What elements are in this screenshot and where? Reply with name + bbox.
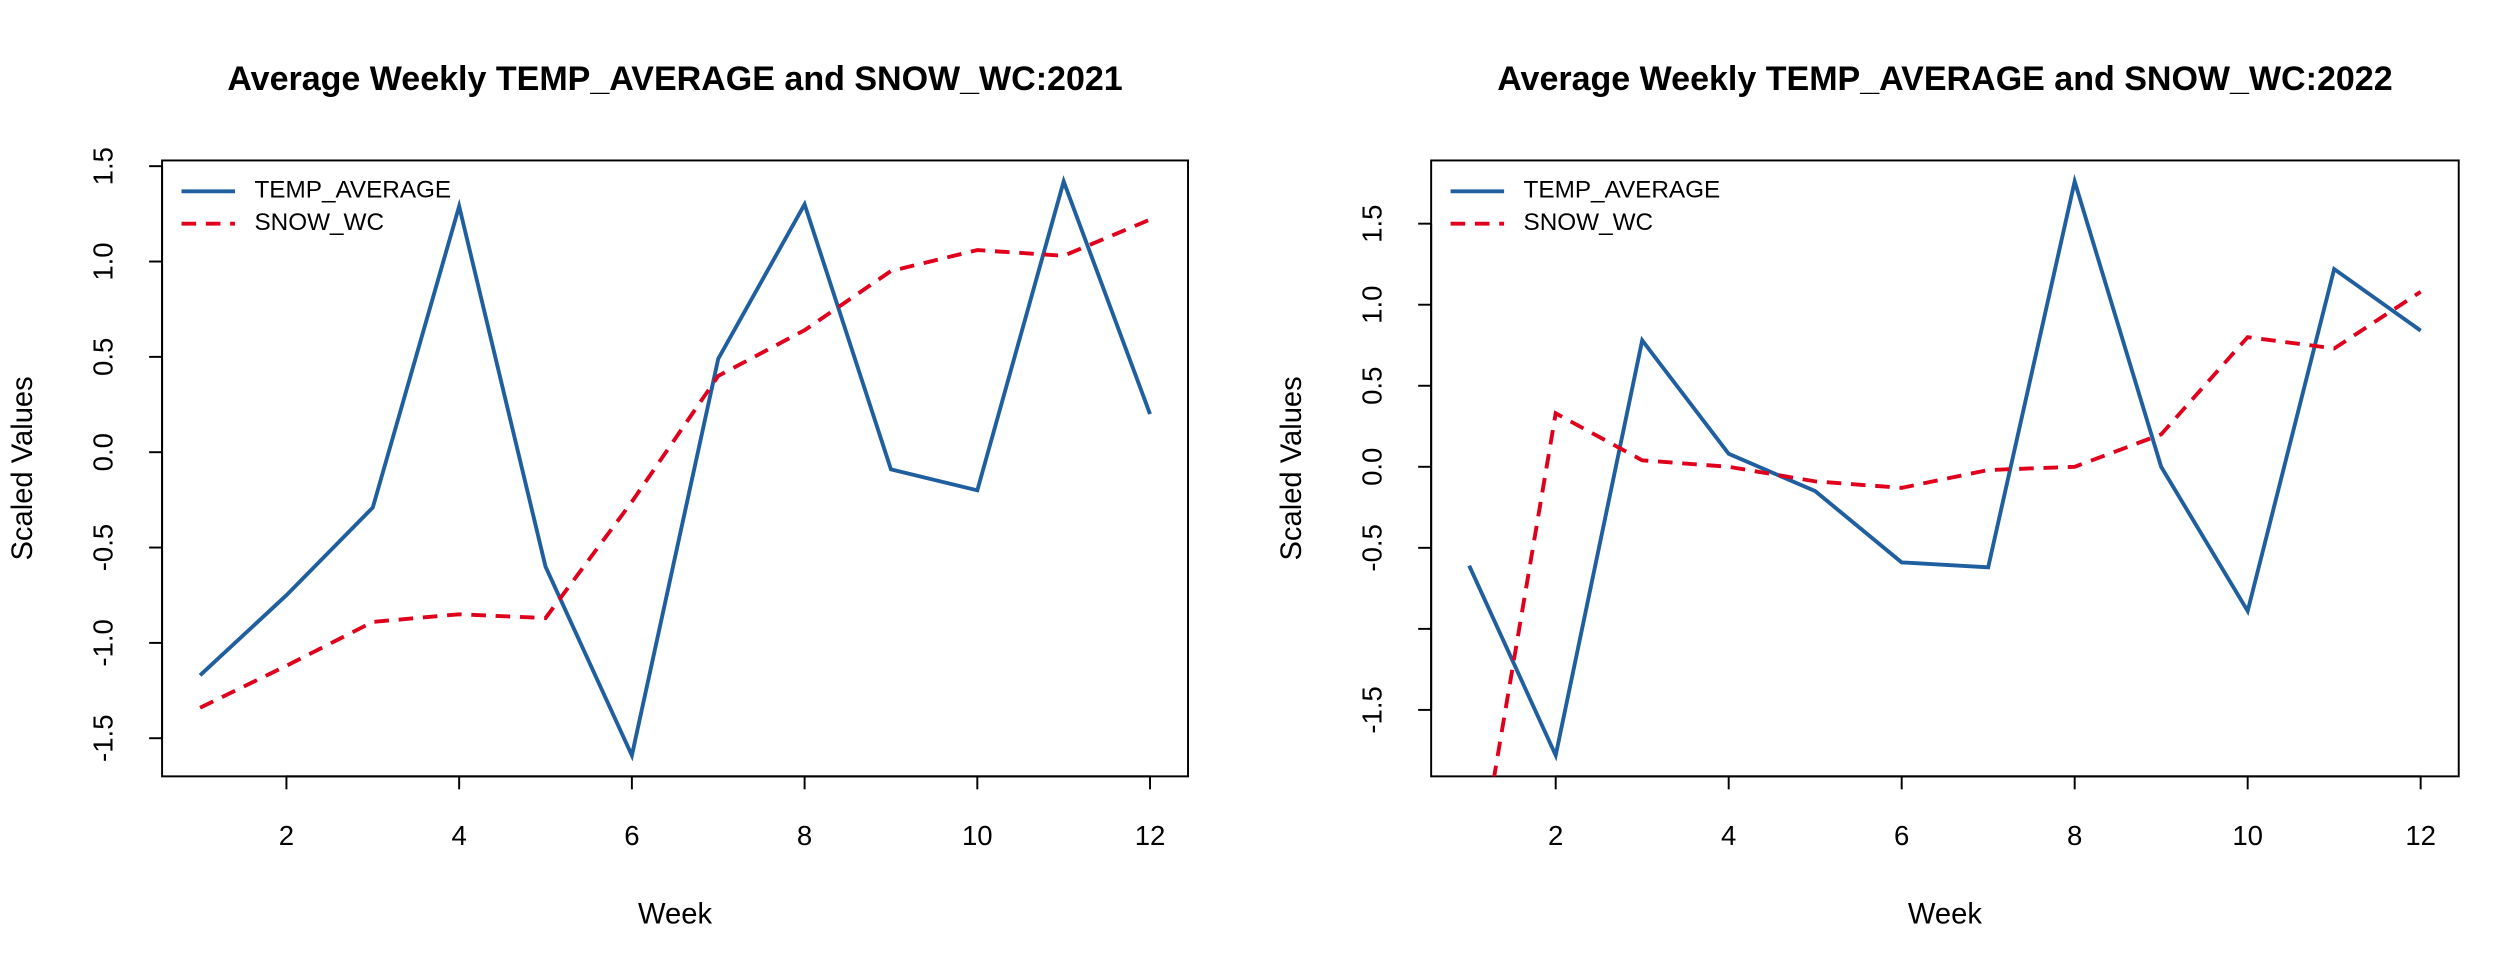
series-line xyxy=(1492,290,2422,777)
y-tick-label: 1.5 xyxy=(88,147,119,185)
x-tick-label: 10 xyxy=(962,820,993,851)
y-tick-label: 1.0 xyxy=(1357,286,1388,324)
x-axis-label: Week xyxy=(1908,898,1982,930)
series-line xyxy=(198,175,1152,762)
x-tick-label: 8 xyxy=(797,820,812,851)
y-tick-label: 0.5 xyxy=(1357,367,1388,405)
chart-title: Average Weekly TEMP_AVERAGE and SNOW_WC:… xyxy=(227,60,1122,98)
x-tick-label: 12 xyxy=(2405,820,2436,851)
x-tick-label: 10 xyxy=(2232,820,2263,851)
y-tick-label: 1.5 xyxy=(1357,205,1388,243)
y-tick-label: 0.0 xyxy=(88,433,119,471)
x-tick-label: 12 xyxy=(1135,820,1166,851)
plot-frame xyxy=(161,159,1190,778)
series-line xyxy=(1467,173,2422,762)
y-tick-label: -0.5 xyxy=(88,524,119,571)
y-axis-label: Scaled Values xyxy=(1276,376,1308,560)
y-tick-label: -1.0 xyxy=(88,619,119,666)
y-tick-label: -1.5 xyxy=(88,714,119,761)
y-tick-label: -0.5 xyxy=(1357,524,1388,571)
y-tick-label: -1.5 xyxy=(1357,686,1388,733)
y-tick-label: 1.0 xyxy=(88,242,119,280)
series-line xyxy=(199,217,1151,710)
legend-label: TEMP_AVERAGE xyxy=(254,177,451,204)
x-tick-label: 6 xyxy=(1894,820,1909,851)
x-tick-label: 8 xyxy=(2067,820,2082,851)
x-tick-label: 4 xyxy=(451,820,466,851)
x-tick-label: 2 xyxy=(1548,820,1563,851)
legend-label: TEMP_AVERAGE xyxy=(1524,177,1721,204)
legend-label: SNOW_WC xyxy=(1524,209,1654,236)
y-tick-label: 0.0 xyxy=(1357,448,1388,486)
x-tick-label: 4 xyxy=(1721,820,1736,851)
x-tick-label: 2 xyxy=(279,820,294,851)
x-tick-label: 6 xyxy=(624,820,639,851)
chart-title: Average Weekly TEMP_AVERAGE and SNOW_WC:… xyxy=(1497,60,2392,98)
y-tick-label: 0.5 xyxy=(88,338,119,376)
y-axis-label: Scaled Values xyxy=(7,376,39,560)
x-axis-label: Week xyxy=(638,898,712,930)
plot-frame xyxy=(1430,159,2460,778)
legend-label: SNOW_WC xyxy=(254,209,384,236)
